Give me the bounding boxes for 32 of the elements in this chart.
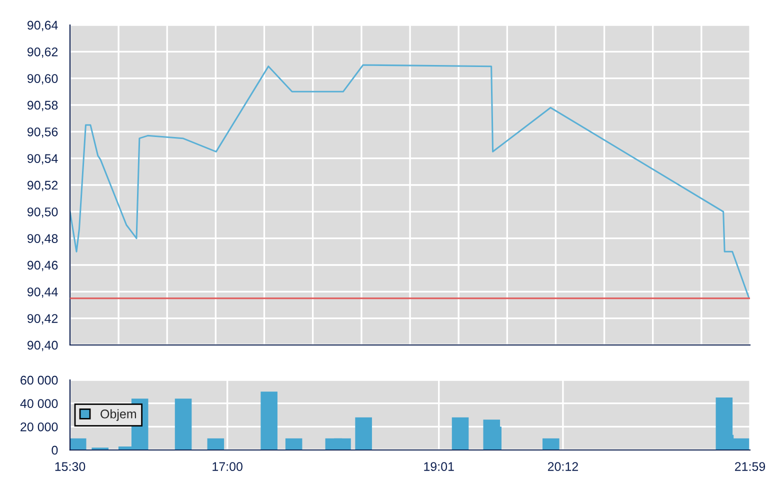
bar [542, 438, 560, 450]
x-tick-label: 20:12 [548, 462, 578, 471]
y-tick-label: 20 000 [20, 422, 58, 432]
y-tick-label: 90,44 [28, 287, 58, 298]
x-tick-label: 19:01 [424, 462, 454, 471]
y-tick-label: 90,56 [28, 127, 58, 138]
y-tick-label: 90,46 [28, 260, 58, 272]
y-tick-label: 60 000 [20, 376, 58, 385]
y-tick-label: 90,52 [28, 180, 58, 192]
y-tick-label: 90,40 [28, 340, 58, 352]
bar [207, 438, 224, 450]
bar [452, 417, 469, 450]
y-tick-label: 90,62 [28, 47, 58, 58]
y-tick-label: 90,60 [28, 74, 58, 84]
x-tick-label: 17:00 [212, 462, 242, 471]
bar [70, 438, 86, 450]
x-tick-label: 21:59 [734, 462, 766, 471]
bar [285, 438, 302, 450]
bar [174, 398, 192, 450]
bar [355, 417, 372, 450]
x-tick-label: 15:30 [55, 462, 86, 471]
bar [260, 392, 278, 450]
y-tick-label: 0 [52, 446, 58, 455]
y-tick-label: 90,48 [28, 234, 58, 244]
y-tick-label: 40 000 [20, 399, 58, 408]
y-tick-label: 90,64 [28, 20, 58, 32]
line-series [70, 64, 750, 298]
y-tick-label: 90,54 [28, 154, 58, 164]
y-tick-label: 90,50 [28, 207, 58, 218]
y-tick-label: 90,58 [28, 100, 58, 112]
y-tick-label: 90,42 [28, 314, 58, 324]
legend-label: Objem [100, 409, 136, 421]
